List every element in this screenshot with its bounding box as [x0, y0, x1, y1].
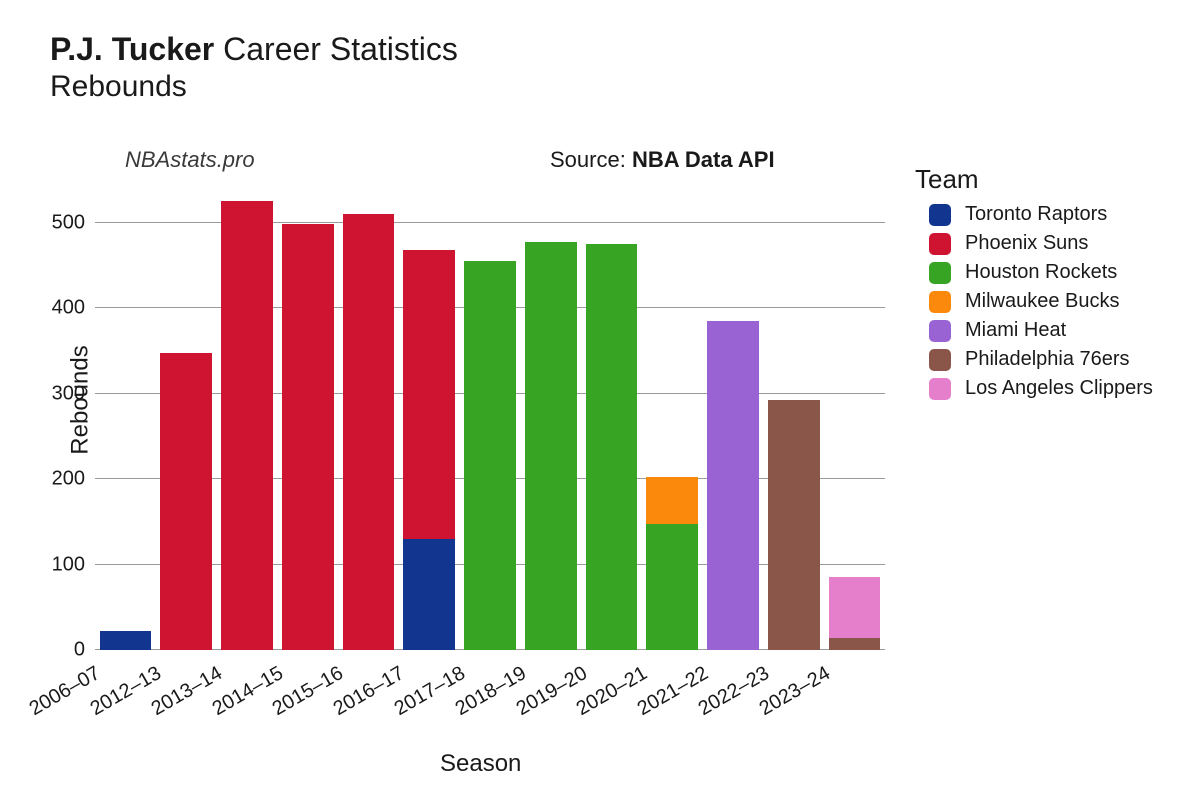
legend-label: Miami Heat: [965, 319, 1066, 342]
bar-segment: [464, 261, 516, 650]
ytick-label: 100: [52, 553, 95, 576]
source-attribution: Source: NBA Data API: [550, 147, 775, 173]
bar-segment: [768, 400, 820, 650]
bar-segment: [829, 577, 881, 639]
ytick-label: 500: [52, 211, 95, 234]
legend-item: Houston Rockets: [915, 261, 1153, 284]
legend-swatch: [929, 204, 951, 226]
source-value: NBA Data API: [632, 147, 775, 172]
brand-watermark: NBAstats.pro: [125, 147, 255, 173]
bar-segment: [829, 638, 881, 650]
bar-segment: [160, 353, 212, 650]
legend-swatch: [929, 233, 951, 255]
plot-area: 01002003004005002006–072012–132013–14201…: [95, 180, 885, 650]
bar-segment: [221, 201, 273, 650]
chart-title: P.J. Tucker Career Statistics: [50, 30, 458, 68]
bar-segment: [343, 214, 395, 650]
source-label: Source:: [550, 147, 626, 172]
bar-segment: [403, 539, 455, 650]
legend-label: Houston Rockets: [965, 261, 1117, 284]
ytick-label: 300: [52, 382, 95, 405]
grid-line: [95, 222, 885, 223]
ytick-label: 200: [52, 468, 95, 491]
chart-subtitle: Rebounds: [50, 68, 458, 106]
legend-item: Philadelphia 76ers: [915, 348, 1153, 371]
legend-swatch: [929, 291, 951, 313]
legend-item: Milwaukee Bucks: [915, 290, 1153, 313]
bar-segment: [707, 321, 759, 650]
legend-label: Milwaukee Bucks: [965, 290, 1120, 313]
bar-segment: [586, 244, 638, 650]
legend-item: Los Angeles Clippers: [915, 377, 1153, 400]
bar-segment: [525, 242, 577, 650]
legend-item: Toronto Raptors: [915, 203, 1153, 226]
ytick-label: 400: [52, 297, 95, 320]
legend-label: Philadelphia 76ers: [965, 348, 1130, 371]
bar-segment: [403, 250, 455, 539]
chart-root: P.J. Tucker Career Statistics Rebounds N…: [0, 0, 1200, 800]
legend-swatch: [929, 378, 951, 400]
title-rest: Career Statistics: [223, 31, 458, 67]
legend-swatch: [929, 320, 951, 342]
legend-label: Toronto Raptors: [965, 203, 1107, 226]
legend: Team Toronto Raptors Phoenix Suns Houston …: [915, 164, 1153, 406]
legend-swatch: [929, 262, 951, 284]
legend-label: Phoenix Suns: [965, 232, 1088, 255]
bar-segment: [646, 524, 698, 650]
legend-title: Team: [915, 164, 1153, 195]
legend-label: Los Angeles Clippers: [965, 377, 1153, 400]
bar-segment: [646, 477, 698, 524]
bar-segment: [282, 224, 334, 650]
title-player: P.J. Tucker: [50, 31, 214, 67]
chart-title-block: P.J. Tucker Career Statistics Rebounds: [50, 30, 458, 106]
legend-item: Phoenix Suns: [915, 232, 1153, 255]
legend-item: Miami Heat: [915, 319, 1153, 342]
bar-segment: [100, 631, 152, 650]
x-axis-label: Season: [440, 750, 521, 778]
legend-swatch: [929, 349, 951, 371]
